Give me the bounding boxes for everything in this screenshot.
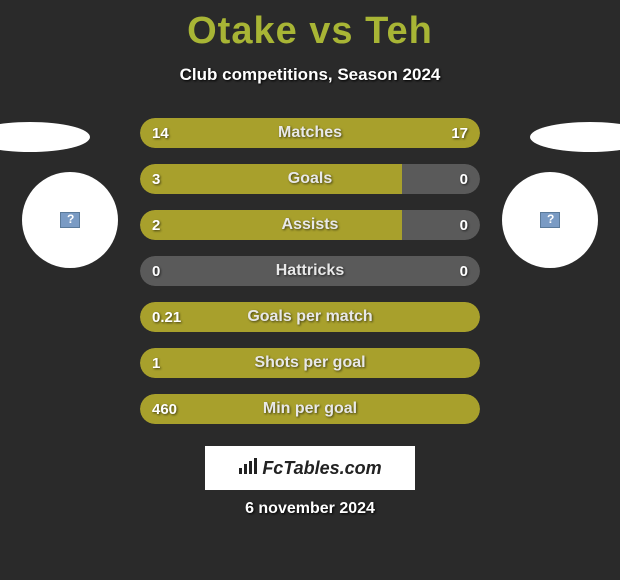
date-text: 6 november 2024 — [0, 500, 620, 518]
stat-row: 460Min per goal — [140, 394, 480, 424]
stat-label: Matches — [140, 118, 480, 148]
stat-row: 20Assists — [140, 210, 480, 240]
subtitle: Club competitions, Season 2024 — [0, 65, 620, 85]
stat-row: 30Goals — [140, 164, 480, 194]
stat-row: 1Shots per goal — [140, 348, 480, 378]
stats-container: 1417Matches 30Goals 20Assists 00Hattricks 0.… — [140, 118, 480, 440]
stat-row: 0.21Goals per match — [140, 302, 480, 332]
image-placeholder-icon — [540, 212, 560, 228]
image-placeholder-icon — [60, 212, 80, 228]
stat-label: Hattricks — [140, 256, 480, 286]
stat-label: Assists — [140, 210, 480, 240]
page-title: Otake vs Teh — [0, 0, 620, 53]
club-badge-left — [22, 172, 118, 268]
logo-text: FcTables.com — [262, 458, 381, 479]
club-badge-right — [502, 172, 598, 268]
stat-label: Shots per goal — [140, 348, 480, 378]
chart-icon — [238, 458, 258, 479]
stat-row: 1417Matches — [140, 118, 480, 148]
stat-label: Min per goal — [140, 394, 480, 424]
fctables-logo[interactable]: FcTables.com — [205, 446, 415, 490]
stat-label: Goals — [140, 164, 480, 194]
stat-row: 00Hattricks — [140, 256, 480, 286]
stat-label: Goals per match — [140, 302, 480, 332]
flag-placeholder-left — [0, 122, 90, 152]
flag-placeholder-right — [530, 122, 620, 152]
